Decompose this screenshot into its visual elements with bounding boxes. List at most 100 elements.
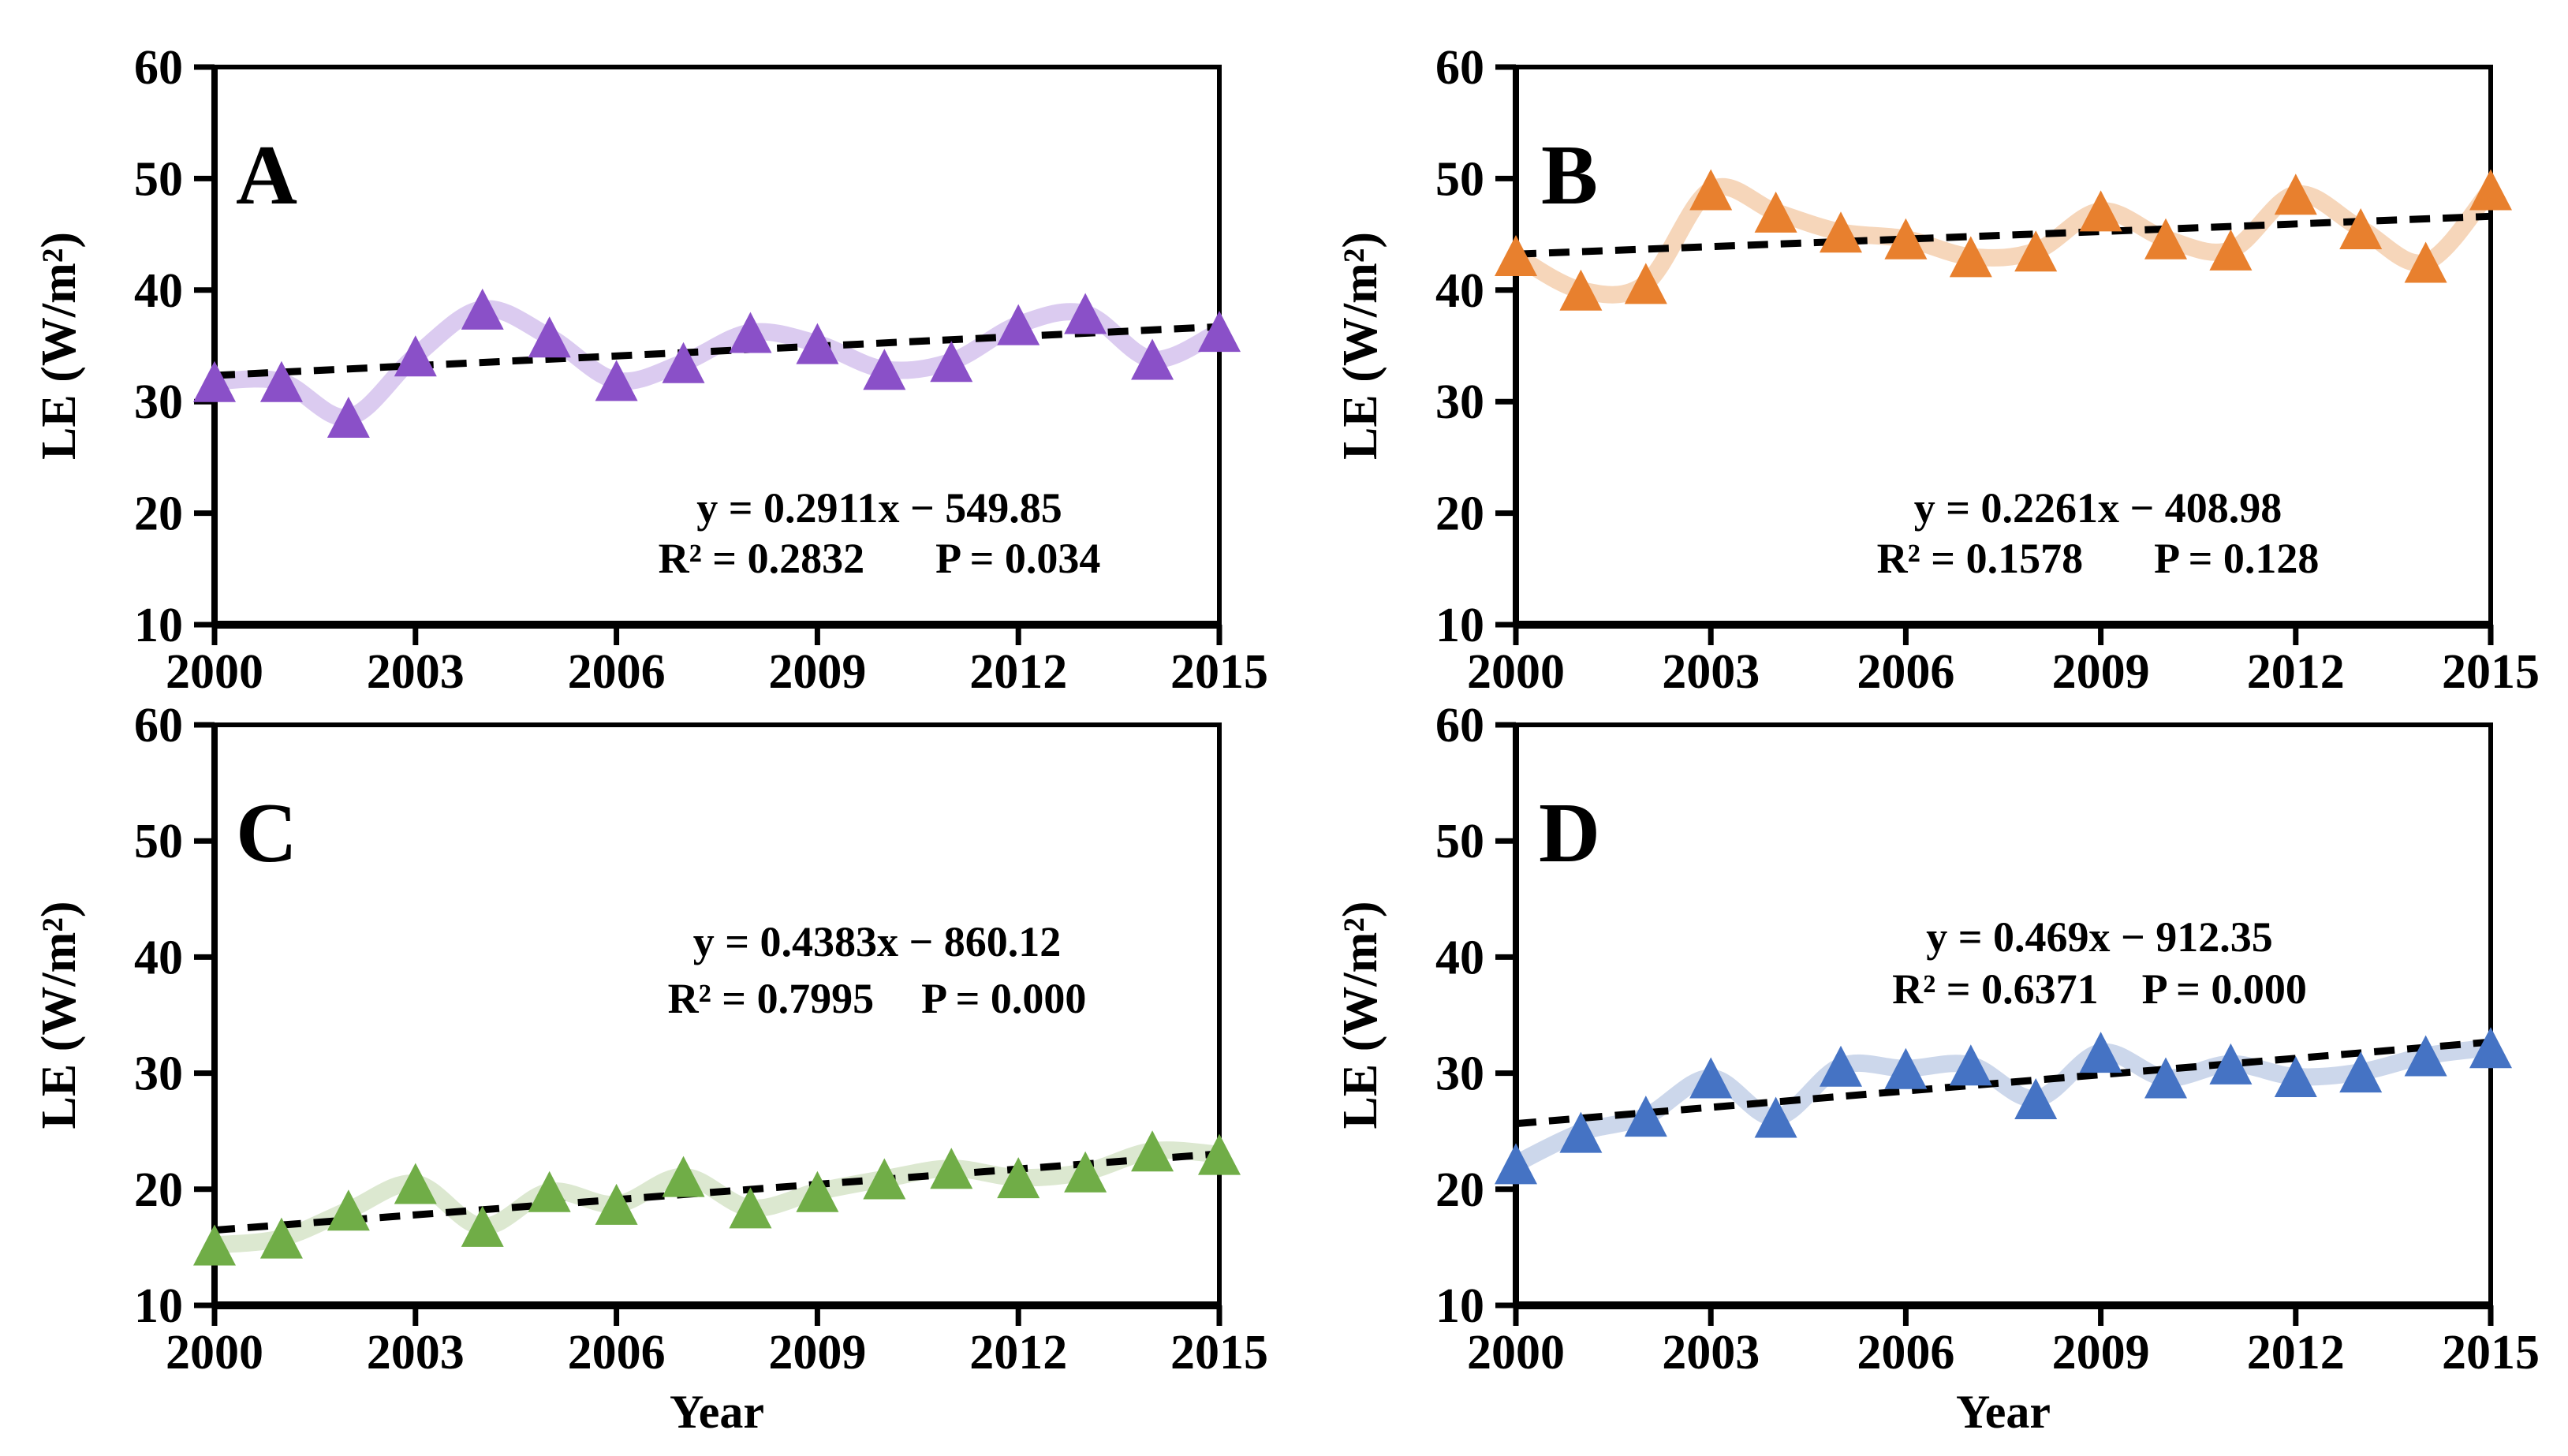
data-marker [1884,218,1928,259]
data-marker [997,304,1040,345]
data-marker [327,396,370,438]
data-marker [327,1189,370,1231]
series-band [206,300,1228,427]
trend-line [214,323,1220,379]
y-tick-label: 40 [134,264,183,318]
series-band [1507,1039,2499,1173]
y-tick-label: 10 [1435,1279,1484,1333]
trend-stats: R² = 0.1578 P = 0.128 [1877,535,2320,582]
panel-letter: A [236,129,297,222]
data-marker [1559,269,1603,311]
y-tick-label: 30 [134,375,183,429]
panel-D: 10 20 30 40 50 60 2000 2003 2006 2009 2012 2015 LE (… [1334,699,2540,1438]
data-marker [1820,1045,1862,1087]
y-tick-label: 60 [1435,41,1484,95]
data-marker [1495,1143,1537,1185]
data-marker [2014,230,2058,272]
x-tick-label: 2000 [1467,645,1565,699]
data-marker [1624,263,1667,304]
data-marker [662,342,705,383]
x-tick-label: 2015 [2442,645,2540,699]
data-marker [461,1205,504,1247]
data-marker [461,288,504,330]
data-marker [193,1224,236,1266]
data-marker [1131,1130,1174,1172]
series-markers [1495,1027,2512,1185]
data-marker [528,316,571,358]
trend-line [1515,1038,2491,1128]
y-axis-title: LE (W/m²) [32,232,86,460]
trend-line [214,1150,1220,1234]
data-marker [193,360,236,402]
y-tick-label: 20 [1435,487,1484,541]
series-markers [193,1130,1241,1266]
x-tick-label: 2015 [1170,1326,1268,1379]
data-marker [2274,174,2317,215]
data-marker [1559,1111,1603,1153]
data-marker [1198,311,1241,353]
data-marker [997,1157,1040,1199]
trend-stats: R² = 0.2832 P = 0.034 [659,535,1101,582]
y-tick-label: 10 [1435,599,1484,652]
trend-stats: R² = 0.6371 P = 0.000 [1892,965,2307,1013]
x-tick-label: 2006 [568,645,666,699]
x-tick-label: 2000 [166,645,263,699]
x-tick-label: 2006 [1857,645,1954,699]
data-marker [863,349,906,390]
data-marker [1754,1096,1797,1138]
data-marker [662,1155,705,1197]
data-marker [2469,1027,2512,1069]
y-axis-title: LE (W/m²) [32,902,86,1129]
panel-A: 10 20 30 40 50 60 2000 2003 2006 2009 2012 2015 LE (… [32,41,1268,699]
data-marker [796,1170,839,1212]
series-markers [193,288,1241,438]
x-axis-title: Year [1956,1386,2051,1438]
x-tick-label: 2006 [568,1326,666,1379]
data-marker [2339,1051,2383,1093]
panel-letter: B [1541,129,1598,222]
x-tick-label: 2003 [367,1326,465,1379]
data-marker [2404,1035,2447,1077]
data-marker [394,335,437,377]
x-tick-label: 2000 [1467,1326,1565,1379]
y-tick-label: 40 [1435,264,1484,318]
data-marker [1949,1044,1992,1086]
x-tick-label: 2012 [2247,1326,2345,1379]
y-tick-label: 20 [134,1163,183,1217]
panel-letter: C [236,786,297,880]
y-tick-label: 50 [1435,152,1484,206]
data-marker [1884,1047,1928,1089]
y-axis-title: LE (W/m²) [1334,902,1387,1129]
y-tick-label: 20 [1435,1163,1484,1217]
x-tick-label: 2009 [2052,645,2150,699]
x-tick-label: 2012 [969,645,1067,699]
series-band [1507,177,2499,304]
data-marker [528,1170,571,1212]
x-tick-label: 2009 [2052,1326,2150,1379]
trend-equation: y = 0.469x − 912.35 [1926,913,2273,961]
series-markers [1495,169,2512,311]
data-marker [2079,1032,2122,1073]
y-tick-label: 50 [134,152,183,206]
data-marker [2339,208,2383,250]
data-marker [259,360,303,402]
data-marker [1754,191,1797,233]
trend-line [1515,212,2491,258]
y-tick-label: 50 [1435,815,1484,868]
trend-equation: y = 0.4383x − 860.12 [693,918,1062,965]
data-marker [1949,236,1992,278]
x-tick-label: 2000 [166,1326,263,1379]
x-tick-label: 2012 [2247,645,2345,699]
y-axis-title: LE (W/m²) [1334,232,1387,460]
data-marker [394,1163,437,1204]
y-tick-label: 30 [134,1047,183,1101]
y-tick-label: 40 [1435,931,1484,984]
data-marker [2404,241,2447,283]
y-tick-label: 60 [1435,699,1484,752]
y-tick-label: 60 [134,41,183,95]
data-marker [2209,229,2253,271]
trend-equation: y = 0.2261x − 408.98 [1914,484,2282,532]
data-marker [1689,1057,1733,1099]
x-tick-label: 2015 [2442,1326,2540,1379]
